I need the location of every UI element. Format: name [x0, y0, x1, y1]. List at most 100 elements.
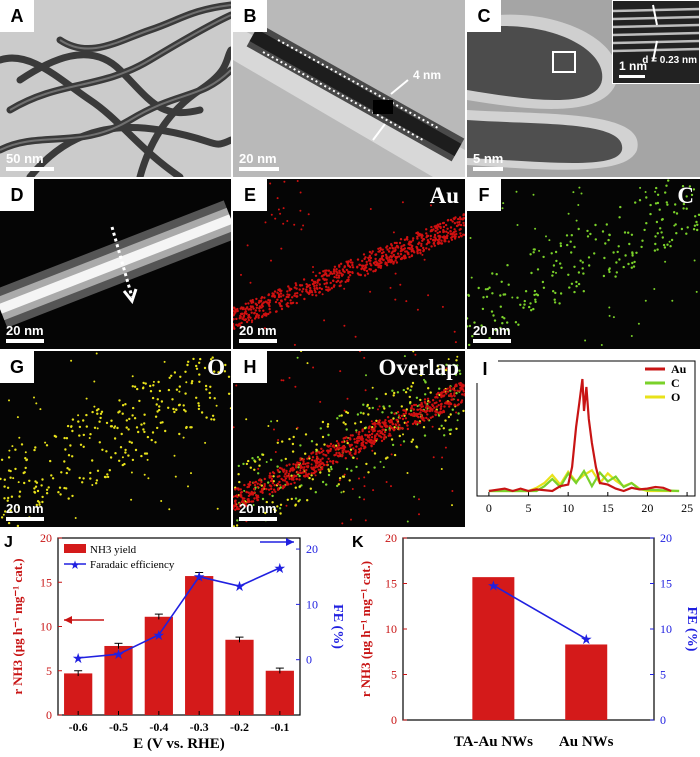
au-eds-map — [233, 180, 465, 346]
y2-tick-label: 0 — [306, 653, 312, 667]
bar — [104, 645, 133, 715]
fe-line — [78, 567, 281, 659]
y2-tick-label: 5 — [660, 668, 666, 682]
legend-swatch-bar — [64, 544, 86, 553]
x-tick-label: 15 — [602, 501, 614, 515]
panel-c-hrtem: d = 0.23 nm 1 nm C 5 nm — [467, 0, 700, 177]
series-c-line — [488, 468, 680, 493]
y-tick-label: 0 — [391, 713, 397, 727]
scale-label: 20 nm — [6, 323, 44, 338]
panel-letter: E — [233, 179, 267, 211]
scale-line — [6, 517, 44, 521]
legend-label: O — [671, 390, 680, 404]
legend-label: C — [671, 376, 680, 390]
scale-line — [239, 517, 277, 521]
scale-label: 20 nm — [239, 323, 277, 338]
potential-dependence-chart: 0 5 10 15 20 0 10 20 -0.6 -0.5 -0.4 -0.3 -0.2 -0.1 ★ ★ ★… — [10, 531, 345, 752]
scale-label: 5 nm — [473, 151, 504, 166]
fe-point: ★ — [112, 648, 125, 663]
y2-axis-label: FE (%) — [330, 604, 345, 649]
panel-letter: F — [467, 179, 501, 211]
legend-label-line: Faradaic efficiency — [90, 559, 175, 571]
fe-point: ★ — [193, 571, 206, 586]
fe-point: ★ — [580, 633, 593, 648]
x-tick-label: 20 — [641, 501, 653, 515]
plot-frame — [476, 360, 696, 497]
scale-line — [239, 167, 279, 171]
plot-frame — [402, 537, 655, 721]
scale-bar: 20 nm — [473, 323, 511, 343]
bar — [265, 670, 294, 715]
panel-f-c-map: F C 20 nm — [467, 179, 700, 349]
lattice-inset: d = 0.23 nm 1 nm — [612, 0, 700, 84]
inset-scale-line — [619, 75, 645, 78]
y2-tick-label: 15 — [660, 577, 672, 591]
y-axis-label: r NH3 (μg h⁻¹ mg⁻¹ cat.) — [10, 558, 25, 694]
c-eds-map — [467, 179, 700, 347]
panel-letter: H — [233, 351, 267, 383]
right-axis-arrowhead — [286, 538, 294, 546]
x-tick-label: -0.6 — [69, 720, 88, 734]
scale-label: 20 nm — [239, 501, 277, 516]
y-tick-label: 10 — [40, 620, 52, 634]
y2-tick-label: 10 — [660, 622, 672, 636]
legend-label: Au — [671, 362, 687, 376]
panel-letter: B — [233, 0, 267, 32]
panel-h-overlap-map: H Overlap 20 nm — [233, 351, 465, 527]
y-tick-label: 0 — [46, 708, 52, 722]
scale-bar: 20 nm — [6, 323, 44, 343]
panel-letter: J — [4, 534, 13, 551]
bar — [144, 616, 173, 715]
bar — [185, 576, 214, 715]
fe-point: ★ — [72, 652, 85, 667]
y2-tick-label: 20 — [660, 531, 672, 545]
fe-point: ★ — [274, 562, 287, 577]
panel-letter: A — [0, 0, 34, 32]
x-tick-label: -0.5 — [109, 720, 128, 734]
scale-line — [239, 339, 277, 343]
panel-i-linescan: 0 5 10 15 20 25 Au C O I — [467, 351, 700, 527]
panel-letter: G — [0, 351, 34, 383]
panel-d-haadf: D 20 nm — [0, 179, 231, 349]
panel-letter: D — [0, 179, 34, 211]
y-tick-label: 20 — [40, 531, 52, 545]
map-title: C — [677, 183, 694, 208]
map-title: Au — [429, 183, 459, 208]
o-eds-map — [0, 352, 231, 527]
scale-label: 20 nm — [6, 501, 44, 516]
scale-bar: 20 nm — [239, 501, 277, 521]
y-axis-label: r NH3 (μg h⁻¹ mg⁻¹ cat.) — [358, 561, 373, 697]
y-tick-label: 5 — [391, 668, 397, 682]
series-au-line — [488, 378, 672, 493]
x-axis-label: E (V vs. RHE) — [133, 736, 224, 752]
scale-label: 20 nm — [473, 323, 511, 338]
x-tick-label: 0 — [486, 501, 492, 515]
sample-comparison-chart: 0 5 10 15 20 0 5 10 15 20 TA-Au NWs Au NWs ★ ★ r NH3 (… — [358, 531, 699, 750]
panel-letter: K — [352, 534, 364, 551]
inset-scale-label: 1 nm — [619, 59, 648, 73]
y2-axis-label: FE (%) — [684, 607, 699, 652]
left-axis-arrowhead — [64, 616, 72, 624]
scale-bar: 20 nm — [239, 323, 277, 343]
x-tick-label: -0.3 — [190, 720, 209, 734]
bar — [472, 577, 515, 720]
overlap-eds-map — [233, 351, 465, 527]
single-nanowire-image — [233, 0, 465, 177]
x-tick-label: 5 — [526, 501, 532, 515]
map-title: Overlap — [378, 355, 460, 380]
panel-letter: I — [472, 355, 498, 383]
fe-point: ★ — [233, 580, 246, 595]
panel-j-chart: 0 5 10 15 20 0 10 20 -0.6 -0.5 -0.4 -0.3 -0.2 -0.1 ★ ★ ★… — [0, 530, 345, 757]
nanowire-network-image — [0, 0, 231, 177]
fe-line — [492, 584, 587, 640]
lattice-fringes-image — [613, 4, 699, 62]
haadf-image — [0, 200, 231, 328]
map-title: O — [207, 355, 225, 380]
panel-k-chart: 0 5 10 15 20 0 5 10 15 20 TA-Au NWs Au NWs ★ ★ r NH3 (… — [348, 530, 700, 757]
y2-tick-label: 10 — [306, 597, 318, 611]
panel-e-au-map: E Au 20 nm — [233, 179, 465, 349]
fe-point: ★ — [153, 629, 166, 644]
y-tick-label: 5 — [46, 664, 52, 678]
scale-line — [6, 167, 54, 171]
